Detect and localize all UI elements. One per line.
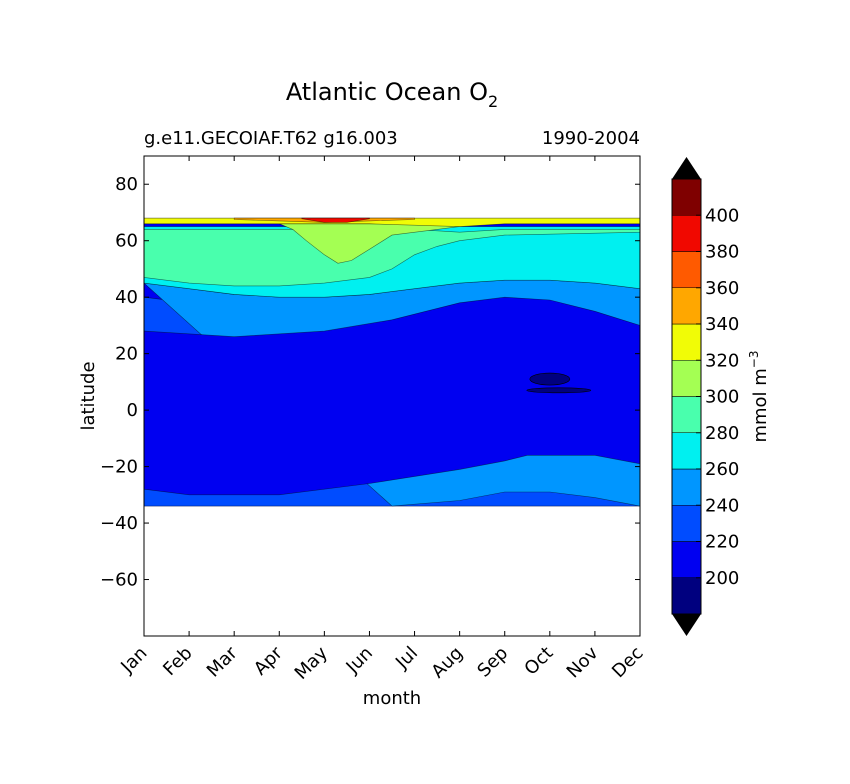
colorbar-tick-label: 280 [705, 423, 739, 444]
x-tick-label: Feb [159, 643, 196, 680]
y-tick-label: −40 [100, 513, 138, 534]
colorbar-label-exponent: −3 [747, 350, 761, 368]
chart-title-text: Atlantic Ocean O [286, 78, 488, 106]
plot-frame [143, 155, 641, 637]
colorbar-tick-label: 300 [705, 387, 739, 408]
colorbar-tick-label: 200 [705, 568, 739, 589]
colorbar-swatch-400 [671, 178, 702, 216]
x-tick-label: Jan [116, 643, 151, 678]
chart-title: Atlantic Ocean O2 [286, 78, 498, 111]
y-tick-label: 0 [127, 400, 138, 421]
colorbar-swatch-260 [671, 432, 702, 470]
colorbar-label-text: mmol m [750, 368, 771, 442]
colorbar-swatch-200 [671, 541, 702, 578]
colorbar-tick-label: 340 [705, 314, 739, 335]
x-tick-label: Mar [203, 642, 242, 681]
colorbar-swatch-240 [671, 468, 702, 506]
y-tick-label: −60 [100, 570, 138, 591]
colorbar-tick-label: 360 [705, 278, 739, 299]
plot-border [143, 155, 641, 637]
colorbar-extend-high [672, 157, 701, 179]
x-axis-label: month [363, 688, 421, 709]
contour-band-380 [301, 217, 370, 223]
colorbar-swatch-340 [671, 287, 702, 325]
colorbar-swatch-320 [671, 323, 702, 361]
colorbar-tick-label: 220 [705, 532, 739, 553]
colorbar: 200 220 240 260 280 300 320 340 360 380 400 [671, 157, 739, 636]
contour-bands [144, 217, 640, 507]
contour-band-200-patch [526, 387, 592, 394]
colorbar-extend-low [672, 614, 701, 636]
chart-subtitle-right: 1990-2004 [542, 128, 640, 149]
colorbar-swatch-180 [671, 577, 702, 615]
colorbar-swatch-360 [671, 251, 702, 288]
x-tick-label: Jul [391, 643, 422, 674]
colorbar-swatch-280 [671, 396, 702, 433]
x-tick-label: Sep [473, 643, 512, 682]
chart-subtitle-left: g.e11.GECOIAF.T62 g16.003 [144, 128, 398, 149]
colorbar-swatch-220 [671, 505, 702, 542]
colorbar-tick-label: 400 [705, 205, 739, 226]
x-tick-label: Dec [608, 643, 647, 682]
y-tick-label: 60 [115, 231, 138, 252]
x-tick-label: Nov [563, 642, 603, 682]
x-tick-label: Jun [342, 643, 377, 678]
chart-title-subscript: 2 [488, 92, 498, 111]
colorbar-tick-label: 240 [705, 495, 739, 516]
contour-band-200-patch [529, 372, 571, 386]
y-tick-label: 80 [115, 174, 138, 195]
y-tick-label: 40 [115, 287, 138, 308]
colorbar-swatch-380 [671, 215, 702, 252]
colorbar-swatch-300 [671, 360, 702, 397]
y-axis: 80 60 40 20 0 −20 −40 −60 [100, 174, 640, 591]
colorbar-tick-label: 260 [705, 459, 739, 480]
colorbar-tick-label: 380 [705, 242, 739, 263]
y-tick-label: 20 [115, 344, 138, 365]
y-axis-label: latitude [78, 361, 99, 430]
contour-band-220 [144, 296, 640, 496]
y-tick-label: −20 [100, 457, 138, 478]
x-tick-label: Oct [520, 643, 557, 680]
x-tick-label: Aug [427, 643, 467, 683]
colorbar-tick-label: 320 [705, 350, 739, 371]
x-tick-label: Apr [250, 642, 287, 679]
x-tick-label: May [291, 642, 332, 683]
colorbar-label: mmol m−3 [747, 350, 771, 442]
